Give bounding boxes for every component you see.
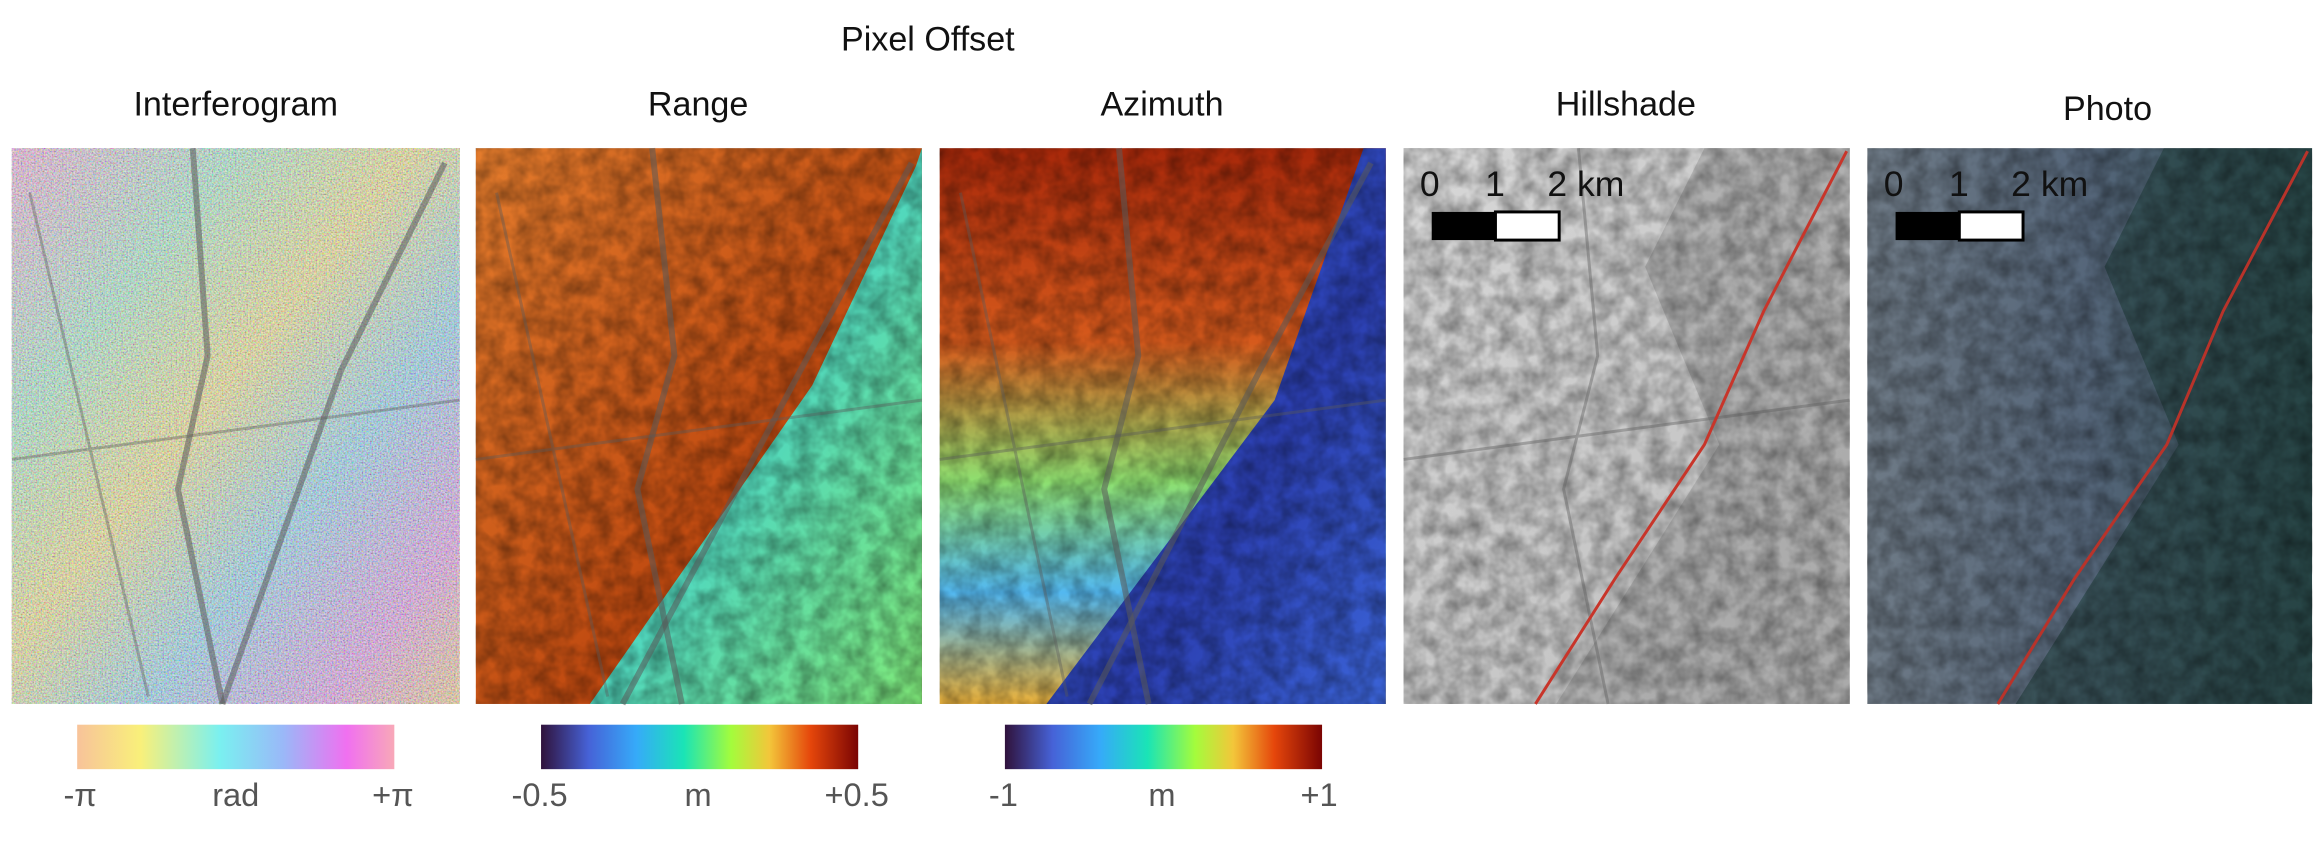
colorbar-min: -0.5 <box>511 776 567 813</box>
colorbar <box>77 724 395 770</box>
group-title: Pixel Offset <box>841 20 1015 58</box>
colorbar-min: -1 <box>989 776 1018 813</box>
colorbar-max: +0.5 <box>825 776 889 813</box>
colorbar-unit: rad <box>212 776 259 813</box>
hillshade-map: 0 1 2 km <box>1403 148 1850 705</box>
colorbar-max: +1 <box>1301 776 1338 813</box>
panel-title: Range <box>648 86 748 124</box>
colorbar <box>541 724 859 770</box>
scale-label: 2 km <box>1547 164 1624 204</box>
colorbar-unit: m <box>1148 776 1175 813</box>
scale-label: 0 <box>1420 164 1440 204</box>
photo-map: 0 1 2 km <box>1867 148 2313 705</box>
scale-label: 1 <box>1485 164 1505 204</box>
colorbar-unit: m <box>685 776 712 813</box>
azimuth-map <box>939 147 1386 706</box>
panel-title: Hillshade <box>1556 86 1696 124</box>
scale-label: 2 km <box>2011 164 2088 204</box>
colorbar-min: -π <box>63 776 96 813</box>
scale-label: 0 <box>1884 164 1904 204</box>
panel-title: Azimuth <box>1100 86 1223 124</box>
colorbar <box>1004 724 1323 770</box>
range-map <box>475 147 923 706</box>
panel-title: Photo <box>2063 90 2152 128</box>
colorbar-max: +π <box>372 776 414 813</box>
interferogram-map <box>11 147 460 705</box>
panel-title: Interferogram <box>133 86 338 124</box>
scale-label: 1 <box>1949 164 1969 204</box>
